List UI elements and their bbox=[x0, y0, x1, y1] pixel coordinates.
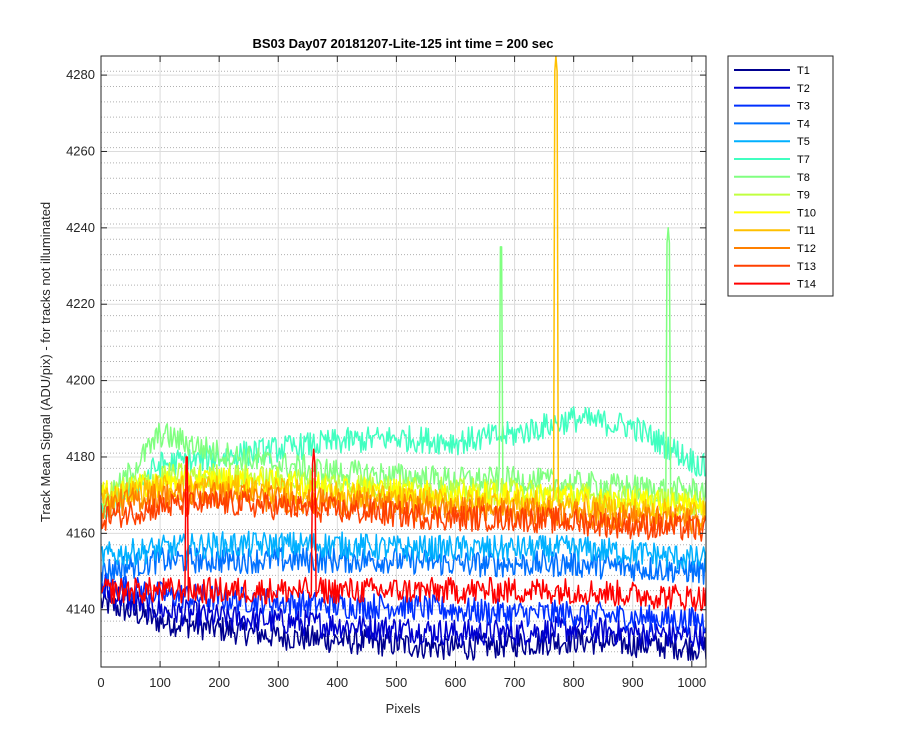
series-line-t1 bbox=[101, 589, 706, 661]
legend-label-t12: T12 bbox=[797, 243, 816, 255]
y-tick-label: 4260 bbox=[66, 143, 95, 158]
legend-label-t8: T8 bbox=[797, 172, 810, 184]
legend-items: T1 T2 T3 T4 T5 T7 T8 T9 T10 T11 T12 T13 T14 bbox=[734, 65, 816, 291]
legend-label-t10: T10 bbox=[797, 207, 816, 219]
y-tick-label: 4240 bbox=[66, 220, 95, 235]
y-tick-label: 4280 bbox=[66, 67, 95, 82]
legend-label-t5: T5 bbox=[797, 136, 810, 148]
y-tick-label: 4160 bbox=[66, 525, 95, 540]
x-tick-label: 600 bbox=[445, 675, 467, 690]
x-tick-label: 500 bbox=[386, 675, 408, 690]
axes-box bbox=[100, 55, 707, 668]
axis-ticks bbox=[100, 56, 706, 667]
legend-label-t3: T3 bbox=[797, 101, 810, 113]
series-line-t4 bbox=[101, 546, 706, 585]
y-tick-label: 4200 bbox=[66, 373, 95, 388]
x-tick-label: 700 bbox=[504, 675, 526, 690]
series-line-t5 bbox=[101, 530, 706, 573]
series-line-t14 bbox=[101, 448, 706, 612]
y-tick-label: 4220 bbox=[66, 296, 95, 311]
legend-label-t7: T7 bbox=[797, 154, 810, 166]
chart-title: BS03 Day07 20181207-Lite-125 int time = … bbox=[253, 36, 554, 51]
y-axis-label: Track Mean Signal (ADU/pix) - for tracks… bbox=[38, 202, 53, 522]
x-tick-label: 200 bbox=[208, 675, 230, 690]
legend-label-t14: T14 bbox=[797, 279, 816, 291]
y-tick-labels: 4140 4160 4180 4200 4220 4240 4260 4280 bbox=[66, 67, 95, 617]
x-tick-label: 100 bbox=[149, 675, 171, 690]
legend-label-t13: T13 bbox=[797, 261, 816, 273]
series-line-t12 bbox=[101, 482, 706, 536]
series-line-t11 bbox=[101, 56, 706, 528]
series-layer bbox=[101, 56, 706, 661]
legend-label-t1: T1 bbox=[797, 65, 810, 77]
x-tick-label: 0 bbox=[97, 675, 104, 690]
x-tick-label: 1000 bbox=[677, 675, 706, 690]
x-axis-label: Pixels bbox=[386, 701, 421, 716]
legend-label-t2: T2 bbox=[797, 83, 810, 95]
legend: T1 T2 T3 T4 T5 T7 T8 T9 T10 T11 T12 T13 T14 bbox=[727, 55, 834, 297]
y-tick-label: 4180 bbox=[66, 449, 95, 464]
x-tick-label: 800 bbox=[563, 675, 585, 690]
y-tick-label: 4140 bbox=[66, 602, 95, 617]
x-tick-label: 300 bbox=[267, 675, 289, 690]
series-line-t2 bbox=[101, 580, 706, 651]
x-tick-labels: 0 100 200 300 400 500 600 700 800 900 1000 bbox=[97, 675, 706, 690]
legend-label-t11: T11 bbox=[797, 225, 815, 237]
legend-label-t9: T9 bbox=[797, 190, 810, 202]
series-line-t13 bbox=[101, 489, 706, 542]
x-tick-label: 900 bbox=[622, 675, 644, 690]
plot-area bbox=[100, 55, 707, 668]
x-tick-label: 400 bbox=[326, 675, 348, 690]
legend-label-t4: T4 bbox=[797, 118, 810, 130]
